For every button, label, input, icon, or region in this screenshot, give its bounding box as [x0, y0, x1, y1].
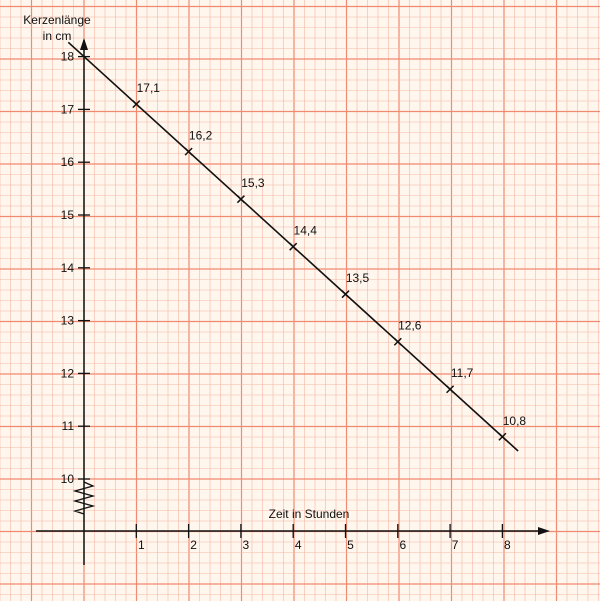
x-tick-label: 7	[452, 538, 459, 552]
axes	[36, 38, 550, 565]
y-tick-label: 18	[61, 50, 75, 64]
y-axis-break-zigzag	[72, 481, 96, 515]
y-tick-label: 14	[61, 261, 75, 275]
y-axis-title-line2: in cm	[43, 29, 72, 43]
marker-stroke	[393, 337, 402, 346]
data-point-marker	[236, 195, 245, 204]
data-label: 11,7	[451, 366, 474, 380]
x-tick-label: 1	[138, 538, 145, 552]
marker-stroke	[498, 432, 507, 441]
y-tick-label: 15	[61, 208, 75, 222]
y-axis-title-line1: Kerzenlänge	[23, 13, 91, 27]
data-label: 12,6	[398, 319, 422, 333]
marker-stroke	[289, 242, 298, 251]
y-tick-label: 12	[61, 366, 75, 380]
data-point-marker	[184, 147, 193, 156]
x-tick-label: 3	[243, 538, 250, 552]
data-point-marker	[289, 242, 298, 251]
x-tick-label: 8	[504, 538, 511, 552]
data-label: 16,2	[189, 129, 213, 143]
x-tick-label: 6	[399, 538, 406, 552]
data-point-marker	[446, 385, 455, 394]
data-label: 14,4	[294, 224, 318, 238]
series-layer	[67, 41, 519, 452]
marker-stroke	[341, 290, 350, 299]
marker-stroke	[132, 100, 141, 109]
x-tick-label: 4	[295, 538, 302, 552]
data-point-marker	[132, 100, 141, 109]
x-axis-arrow	[538, 527, 550, 535]
data-label: 10,8	[503, 414, 527, 428]
y-tick-label: 16	[61, 155, 75, 169]
data-point-marker	[341, 290, 350, 299]
data-point-marker	[498, 432, 507, 441]
x-axis-title: Zeit in Stunden	[269, 507, 350, 521]
marker-stroke	[236, 195, 245, 204]
y-tick-label: 11	[62, 419, 75, 433]
y-tick-label: 13	[61, 314, 75, 328]
data-label: 13,5	[346, 271, 370, 285]
y-tick-label: 10	[61, 472, 75, 486]
data-point-marker	[393, 337, 402, 346]
y-tick-label: 17	[61, 102, 75, 116]
marker-stroke	[184, 147, 193, 156]
x-tick-label: 5	[347, 538, 354, 552]
data-label: 15,3	[241, 176, 265, 190]
labels-layer: 17,1 16,2 15,3 14,4 13,5 12,6 11,7 10,8	[137, 81, 527, 428]
y-axis-arrow	[80, 38, 88, 50]
data-label: 17,1	[137, 81, 161, 95]
x-tick-label: 2	[190, 538, 197, 552]
marker-stroke	[446, 385, 455, 394]
